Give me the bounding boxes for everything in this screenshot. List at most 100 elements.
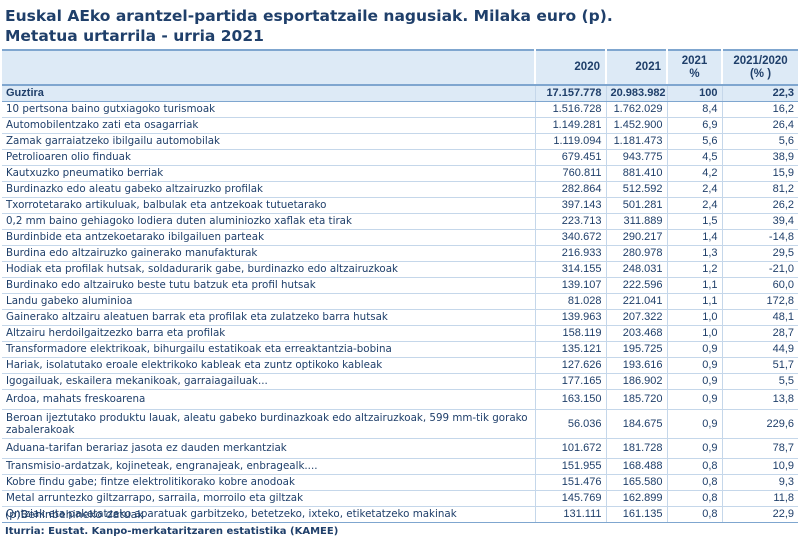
row-value: 0,9 — [667, 438, 723, 459]
row-value: 248.031 — [606, 261, 668, 278]
row-value: 26,4 — [722, 117, 798, 134]
row-value: 760.811 — [535, 165, 607, 182]
row-value: 6,9 — [667, 117, 723, 134]
row-label: Kobre findu gabe; fintze elektrolitikora… — [2, 474, 536, 491]
row-value: -14,8 — [722, 229, 798, 246]
row-label: Burdinazko edo aleatu gabeko altzairuzko… — [2, 181, 536, 198]
row-value: 81,2 — [722, 181, 798, 198]
footnote: (p)Behinbehineko datuak — [5, 508, 144, 521]
row-label: Gainerako altzairu aleatuen barrak eta p… — [2, 309, 536, 326]
row-value: 56.036 — [535, 409, 607, 439]
row-value: 193.616 — [606, 357, 668, 374]
row-value: 10,9 — [722, 458, 798, 475]
row-value: 28,7 — [722, 325, 798, 342]
row-value: 0,9 — [667, 357, 723, 374]
row-value: 943.775 — [606, 149, 668, 166]
table-row: Burdinako edo altzairuko beste tutu batz… — [2, 277, 798, 294]
row-value: 145.769 — [535, 490, 607, 507]
column-header-0 — [2, 49, 536, 86]
row-value: 1.516.728 — [535, 101, 607, 118]
row-value: 163.150 — [535, 389, 607, 410]
table-row: Transformadore elektrikoak, bihurgailu e… — [2, 341, 798, 358]
row-label: Hodiak eta profilak hutsak, soldadurarik… — [2, 261, 536, 278]
table-header-row: 2020 2021 2021% 2021/2020 (% ) — [2, 49, 798, 86]
table-row: Hariak, isolatutako eroale elektrikoko k… — [2, 357, 798, 374]
row-value: 280.978 — [606, 245, 668, 262]
row-value: 207.322 — [606, 309, 668, 326]
row-value: 229,6 — [722, 409, 798, 439]
row-label: Burdinbide eta antzekoetarako ibilgailue… — [2, 229, 536, 246]
row-value: 44,9 — [722, 341, 798, 358]
row-value: 0,9 — [667, 389, 723, 410]
row-value: 1.762.029 — [606, 101, 668, 118]
table-row: Gainerako altzairu aleatuen barrak eta p… — [2, 309, 798, 326]
row-value: 1,1 — [667, 277, 723, 294]
row-value: 162.899 — [606, 490, 668, 507]
row-value: 397.143 — [535, 197, 607, 214]
row-value: 184.675 — [606, 409, 668, 439]
row-value: 222.596 — [606, 277, 668, 294]
table-row: Aduana-tarifan berariaz jasota ez dauden… — [2, 438, 798, 459]
row-value: 4,2 — [667, 165, 723, 182]
table-row: Burdinazko edo aleatu gabeko altzairuzko… — [2, 181, 798, 198]
row-label: Metal arruntezko giltzarrapo, sarraila, … — [2, 490, 536, 507]
row-label: Txorrotetarako artikuluak, balbulak eta … — [2, 197, 536, 214]
row-value: 11,8 — [722, 490, 798, 507]
row-value: 9,3 — [722, 474, 798, 491]
row-label: Petrolioaren olio finduak — [2, 149, 536, 166]
row-value: 151.476 — [535, 474, 607, 491]
table-body: Guztira 17.157.778 20.983.982 100 22,3 10 per… — [2, 85, 798, 523]
row-label: Burdina edo altzairuzko gainerako manufa… — [2, 245, 536, 262]
row-value: 26,2 — [722, 197, 798, 214]
table-row: Burdinbide eta antzekoetarako ibilgailue… — [2, 229, 798, 246]
table-row: Petrolioaren olio finduak 679.451 943.775 4… — [2, 149, 798, 166]
row-value: 1,1 — [667, 293, 723, 310]
row-value: 16,2 — [722, 101, 798, 118]
row-value: 0,9 — [667, 373, 723, 390]
table-row: 0,2 mm baino gehiagoko lodiera duten alu… — [2, 213, 798, 230]
row-value: 5,5 — [722, 373, 798, 390]
row-value: 340.672 — [535, 229, 607, 246]
column-header-2: 2021 — [606, 49, 668, 86]
row-value: 8,4 — [667, 101, 723, 118]
table-row: Hodiak eta profilak hutsak, soldadurarik… — [2, 261, 798, 278]
row-value: 4,5 — [667, 149, 723, 166]
table-row: Landu gabeko aluminioa 81.028 221.041 1,1 17… — [2, 293, 798, 310]
exports-table: 2020 2021 2021% 2021/2020 (% ) Guztira 17.157… — [2, 49, 798, 523]
row-value: 39,4 — [722, 213, 798, 230]
row-value: 1.149.281 — [535, 117, 607, 134]
table-row: Ontziak eta paketatzeko aparatuak garbit… — [2, 506, 798, 523]
row-value: 2,4 — [667, 181, 723, 198]
row-value: 139.963 — [535, 309, 607, 326]
row-value: 1.452.900 — [606, 117, 668, 134]
row-value: 101.672 — [535, 438, 607, 459]
row-value: 5,6 — [722, 133, 798, 150]
row-value: 48,1 — [722, 309, 798, 326]
row-value: 1,4 — [667, 229, 723, 246]
row-label: Ontziak eta paketatzeko aparatuak garbit… — [2, 506, 536, 523]
table-row: Igogailuak, eskailera mekanikoak, garrai… — [2, 373, 798, 390]
table-row: Automobilentzako zati eta osagarriak 1.14… — [2, 117, 798, 134]
row-label: Aduana-tarifan berariaz jasota ez dauden… — [2, 438, 536, 459]
row-label: Hariak, isolatutako eroale elektrikoko k… — [2, 357, 536, 374]
row-value: 311.889 — [606, 213, 668, 230]
row-label: Beroan ijeztutako produktu lauak, aleatu… — [2, 409, 536, 439]
title-line-2: Metatua urtarrila - urria 2021 — [5, 27, 264, 45]
row-label: Burdinako edo altzairuko beste tutu batz… — [2, 277, 536, 294]
row-label: Transmisio-ardatzak, kojineteak, engrana… — [2, 458, 536, 475]
row-value: 78,7 — [722, 438, 798, 459]
row-value: 0,8 — [667, 506, 723, 523]
row-value: 0,9 — [667, 409, 723, 439]
column-header-1: 2020 — [535, 49, 607, 86]
row-value: 0,8 — [667, 474, 723, 491]
row-label: Kautxuzko pneumatiko berriak — [2, 165, 536, 182]
row-value: 22,3 — [722, 85, 798, 102]
row-value: 135.121 — [535, 341, 607, 358]
row-value: 186.902 — [606, 373, 668, 390]
row-value: 165.580 — [606, 474, 668, 491]
table-row: Metal arruntezko giltzarrapo, sarraila, … — [2, 490, 798, 507]
row-value: -21,0 — [722, 261, 798, 278]
row-value: 1.181.473 — [606, 133, 668, 150]
row-value: 203.468 — [606, 325, 668, 342]
row-value: 17.157.778 — [535, 85, 607, 102]
